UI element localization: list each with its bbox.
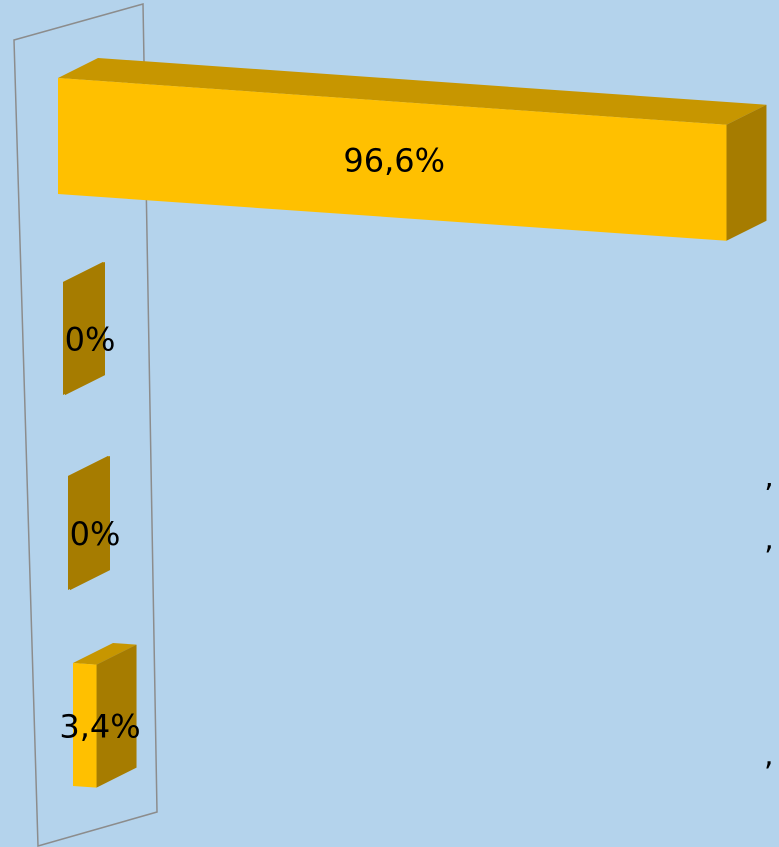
bar (73, 663, 97, 788)
data-label: 96,6% (343, 141, 445, 179)
data-label: 0% (70, 515, 121, 553)
bar (58, 78, 727, 241)
bar (63, 262, 103, 395)
data-label: 0% (65, 321, 116, 359)
data-labels-group: 96,6% 0% 0% 3,4% (59, 141, 445, 745)
bar (68, 456, 108, 590)
bar-side-face (726, 104, 767, 241)
axis-back-frame (13, 3, 158, 847)
bar-top-face (58, 58, 767, 125)
category-label-fragment: ’ (764, 478, 774, 513)
bar-side-face (96, 644, 137, 788)
category-label-fragment: , (764, 738, 774, 773)
bars-group (58, 58, 767, 788)
category-label-fragment: ‚ (764, 522, 774, 557)
bar-top-face (73, 643, 137, 665)
data-label: 3,4% (59, 707, 140, 745)
